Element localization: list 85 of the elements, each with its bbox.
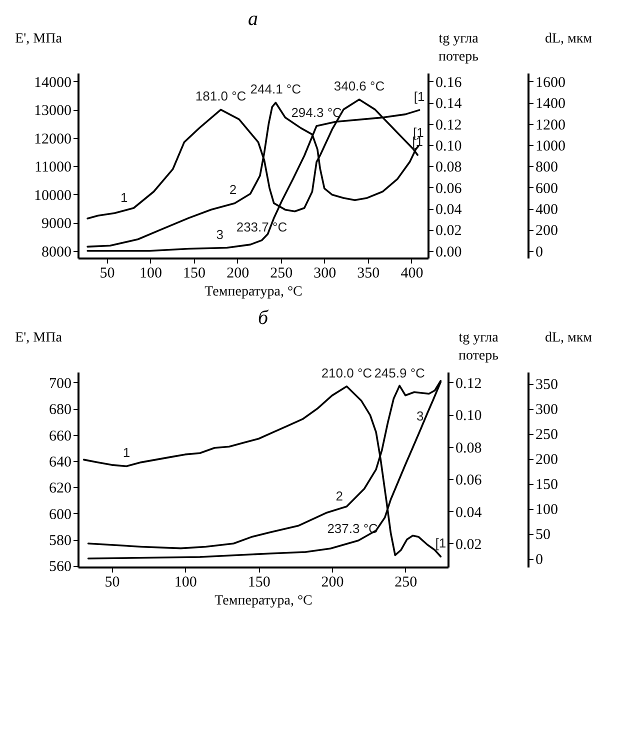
y3-tick-label: 0 <box>536 244 543 260</box>
annotation: 2 <box>229 182 237 198</box>
y2-tick-label: 0.10 <box>456 408 482 424</box>
y2-axis-title: tg угла потерь <box>458 330 500 364</box>
y-tick-label: 8000 <box>42 244 72 260</box>
y3-tick-label: 1000 <box>536 138 566 155</box>
annotation: 2 <box>336 488 343 504</box>
y3-axis-title: dL, мкм <box>544 330 592 346</box>
y2-tick-label: 0.12 <box>436 117 462 134</box>
annotation: 181.0 °C <box>195 88 246 104</box>
y3-tick-label: 600 <box>536 180 558 197</box>
y-tick-label: 9000 <box>42 216 72 232</box>
annotation: 1 <box>120 190 128 205</box>
y2-tick-label: 0.08 <box>456 440 482 456</box>
x-axis-title: Температура, °C <box>214 594 312 608</box>
y3-tick-label: 800 <box>536 160 558 176</box>
annotation: [1 <box>414 89 425 104</box>
y-tick-label: 640 <box>49 454 72 470</box>
y3-axis-title: dL, мкм <box>544 32 592 46</box>
y-tick-label: 12000 <box>34 131 72 148</box>
annotation: 294.3 °C <box>291 105 342 120</box>
y-tick-label: 660 <box>49 428 72 444</box>
y3-tick-label: 100 <box>536 502 558 518</box>
x-tick-label: 150 <box>183 266 206 282</box>
y2-tick-label: 0.06 <box>436 180 462 197</box>
annotation: 244.1 °C <box>250 82 302 97</box>
y2-axis-title: tg угла потерь <box>438 32 480 64</box>
x-tick-label: 50 <box>100 266 115 282</box>
annotation: 3 <box>216 226 224 242</box>
annotation: [1 <box>435 536 446 551</box>
y3-tick-label: 150 <box>536 477 558 493</box>
y3-tick-label: 0 <box>536 552 543 568</box>
y2-tick-label: 0.02 <box>436 223 462 240</box>
y-tick-label: 680 <box>49 402 72 418</box>
annotation: 1 <box>122 445 130 460</box>
y3-tick-label: 400 <box>536 202 558 218</box>
y2-tick-label: 0.04 <box>436 202 462 218</box>
y2-tick-label: 0.06 <box>456 472 482 489</box>
x-tick-label: 200 <box>321 574 344 590</box>
x-tick-label: 400 <box>400 266 424 282</box>
y-tick-label: 14000 <box>34 74 72 91</box>
x-tick-label: 150 <box>248 574 270 590</box>
y-tick-label: 600 <box>49 506 72 523</box>
y-tick-label: 700 <box>49 376 72 392</box>
y3-tick-label: 1600 <box>536 74 566 91</box>
y3-tick-label: 250 <box>536 427 558 443</box>
y-axis-title: E', МПа <box>15 32 63 46</box>
y2-tick-label: 0.00 <box>436 244 462 260</box>
annotation: 245.9 °C <box>374 365 425 380</box>
y-tick-label: 10000 <box>34 188 72 204</box>
y2-tick-label: 0.02 <box>456 536 482 553</box>
y-axis-title: E', МПа <box>15 330 63 346</box>
y3-tick-label: 1200 <box>536 117 566 134</box>
y2-tick-label: 0.10 <box>436 138 462 155</box>
y-tick-label: 580 <box>49 533 72 550</box>
annotation: 340.6 °C <box>334 78 385 94</box>
y2-tick-label: 0.14 <box>436 96 462 112</box>
y2-tick-label: 0.04 <box>456 504 482 521</box>
y-tick-label: 560 <box>49 559 72 576</box>
y3-tick-label: 300 <box>536 402 558 418</box>
x-tick-label: 250 <box>270 266 293 282</box>
chart-title: а <box>248 8 258 30</box>
x-tick-label: 200 <box>226 266 250 282</box>
y3-tick-label: 50 <box>536 527 550 543</box>
annotation: 3 <box>416 408 424 424</box>
y2-tick-label: 0.08 <box>436 160 462 176</box>
x-tick-label: 50 <box>104 574 120 590</box>
annotation: 233.7 °C <box>236 219 288 234</box>
y3-tick-label: 200 <box>536 452 558 468</box>
x-tick-label: 100 <box>140 266 162 282</box>
y3-tick-label: 200 <box>536 223 558 240</box>
annotation: 210.0 °C <box>321 365 372 380</box>
y2-tick-label: 0.12 <box>456 376 482 392</box>
x-tick-label: 300 <box>314 266 336 282</box>
x-axis-title: Температура, °C <box>204 284 302 300</box>
y-tick-label: 620 <box>49 480 72 497</box>
y-tick-label: 11000 <box>34 160 72 176</box>
y2-tick-label: 0.16 <box>436 74 462 91</box>
y3-tick-label: 1400 <box>536 96 566 112</box>
x-tick-label: 350 <box>357 266 380 282</box>
x-tick-label: 100 <box>174 574 197 590</box>
x-tick-label: 250 <box>394 574 418 590</box>
chart-title: б <box>258 307 269 329</box>
y3-tick-label: 350 <box>536 377 558 393</box>
y-tick-label: 13000 <box>34 103 72 120</box>
